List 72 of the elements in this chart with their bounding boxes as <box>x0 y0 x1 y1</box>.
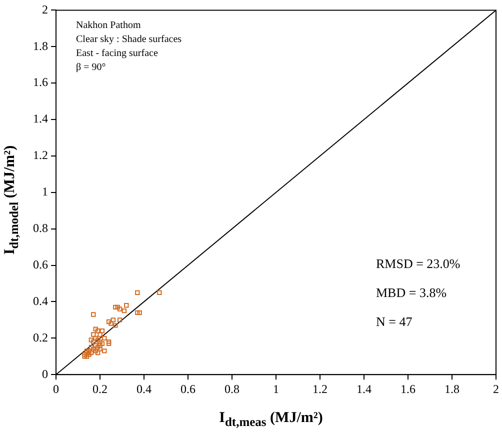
point <box>98 346 102 352</box>
point <box>98 332 102 337</box>
point <box>98 343 102 348</box>
x-tick-label: 0 <box>53 382 59 396</box>
point <box>106 319 112 324</box>
y-tick-label: 2 <box>42 2 48 16</box>
y-tick-label: 0.2 <box>33 330 48 344</box>
point <box>137 310 142 315</box>
x-tick-label: 0.2 <box>92 382 108 396</box>
point <box>84 354 90 359</box>
annotation: β = 90° <box>76 62 106 74</box>
point <box>117 306 122 312</box>
point <box>135 310 140 315</box>
annotation: MBD = 3.8% <box>376 285 447 300</box>
point <box>93 343 98 348</box>
point <box>91 312 96 317</box>
y-tick-label: 0.6 <box>33 257 48 272</box>
x-tick-label: 0.4 <box>136 382 152 396</box>
point <box>95 344 100 350</box>
y-tick-label: 1.2 <box>33 148 48 162</box>
point <box>88 350 94 356</box>
x-tick-label: 1 <box>273 382 279 396</box>
point <box>98 339 102 344</box>
x-tick-label: 1.6 <box>400 382 416 396</box>
point <box>88 338 94 342</box>
point <box>106 339 112 344</box>
y-tick-label: 1.6 <box>33 75 48 90</box>
point <box>113 323 118 328</box>
x-axis-title: I$_{dt,meas}$ (MJ/m²) <box>218 410 324 430</box>
x-tick-label: 0.6 <box>180 382 196 396</box>
annotation: Clear sky : Shade surfaces <box>76 34 182 46</box>
y-tick-label: 1.4 <box>33 112 48 126</box>
annotation: Nakhon Pathom <box>76 20 141 32</box>
point <box>100 328 105 334</box>
point <box>93 326 98 332</box>
point <box>100 341 105 346</box>
point <box>122 308 127 314</box>
x-tick-label: 1.8 <box>444 382 460 396</box>
point <box>102 348 107 354</box>
point <box>95 328 100 334</box>
point <box>93 348 98 354</box>
point <box>115 304 120 310</box>
x-tick-label: 2 <box>493 382 499 396</box>
point <box>135 290 140 295</box>
point <box>117 318 122 322</box>
x-tick-label: 1.4 <box>356 382 372 396</box>
y-tick-label: 0 <box>42 366 48 381</box>
point <box>108 321 114 326</box>
point <box>110 318 116 322</box>
point <box>157 290 162 295</box>
annotation: N = 47 <box>376 314 413 330</box>
y-tick-label: 1 <box>42 184 48 199</box>
point <box>88 344 94 350</box>
annotation: RMSD = 23.0% <box>376 256 460 272</box>
point <box>91 339 96 344</box>
point <box>95 338 100 342</box>
point <box>95 350 100 356</box>
point <box>124 303 129 308</box>
point <box>113 304 118 310</box>
point <box>82 352 87 357</box>
point <box>93 336 98 340</box>
y-tick-label: 1.8 <box>33 38 48 53</box>
x-tick-label: 1.2 <box>312 382 328 396</box>
annotation: East - facing surface <box>76 48 158 60</box>
point <box>91 346 96 352</box>
x-tick-label: 0.8 <box>224 382 240 396</box>
point <box>91 332 96 337</box>
point <box>106 341 112 346</box>
point <box>82 354 87 359</box>
point <box>102 336 107 340</box>
y-tick-label: 0.8 <box>33 220 48 235</box>
y-tick-label: 0.4 <box>33 294 48 308</box>
